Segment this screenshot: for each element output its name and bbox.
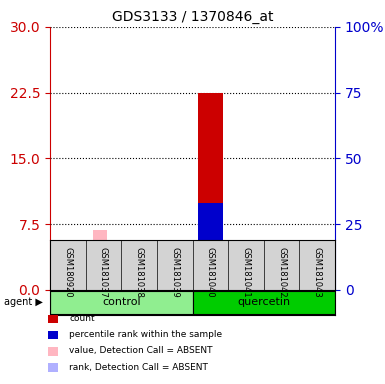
- Bar: [198, 93, 223, 290]
- Text: rank, Detection Call = ABSENT: rank, Detection Call = ABSENT: [69, 362, 208, 372]
- Bar: [65, 288, 79, 290]
- Bar: [198, 203, 223, 290]
- Text: GSM181042: GSM181042: [277, 248, 286, 298]
- Bar: [271, 282, 285, 290]
- Bar: [306, 288, 320, 290]
- Bar: [164, 287, 178, 290]
- Bar: [100, 286, 114, 290]
- Text: count: count: [69, 314, 95, 323]
- Text: GSM181043: GSM181043: [313, 248, 321, 298]
- Title: GDS3133 / 1370846_at: GDS3133 / 1370846_at: [112, 10, 273, 25]
- Bar: [278, 288, 292, 290]
- Text: GSM181041: GSM181041: [241, 248, 250, 298]
- Bar: [129, 259, 142, 290]
- Bar: [243, 289, 256, 290]
- Bar: [136, 287, 150, 290]
- FancyBboxPatch shape: [192, 291, 335, 314]
- FancyBboxPatch shape: [50, 291, 192, 314]
- Text: agent ▶: agent ▶: [4, 297, 43, 308]
- Text: control: control: [102, 297, 141, 308]
- Text: GSM181040: GSM181040: [206, 248, 215, 298]
- Text: GSM181038: GSM181038: [135, 248, 144, 298]
- Bar: [93, 230, 107, 290]
- Bar: [172, 288, 185, 290]
- Text: quercetin: quercetin: [237, 297, 290, 308]
- Text: value, Detection Call = ABSENT: value, Detection Call = ABSENT: [69, 346, 213, 356]
- Bar: [314, 289, 328, 290]
- Bar: [235, 287, 249, 290]
- Text: GSM181039: GSM181039: [170, 248, 179, 298]
- Text: percentile rank within the sample: percentile rank within the sample: [69, 330, 223, 339]
- Text: GSM181037: GSM181037: [99, 248, 108, 298]
- Bar: [57, 288, 71, 290]
- Text: GSM180920: GSM180920: [64, 248, 72, 298]
